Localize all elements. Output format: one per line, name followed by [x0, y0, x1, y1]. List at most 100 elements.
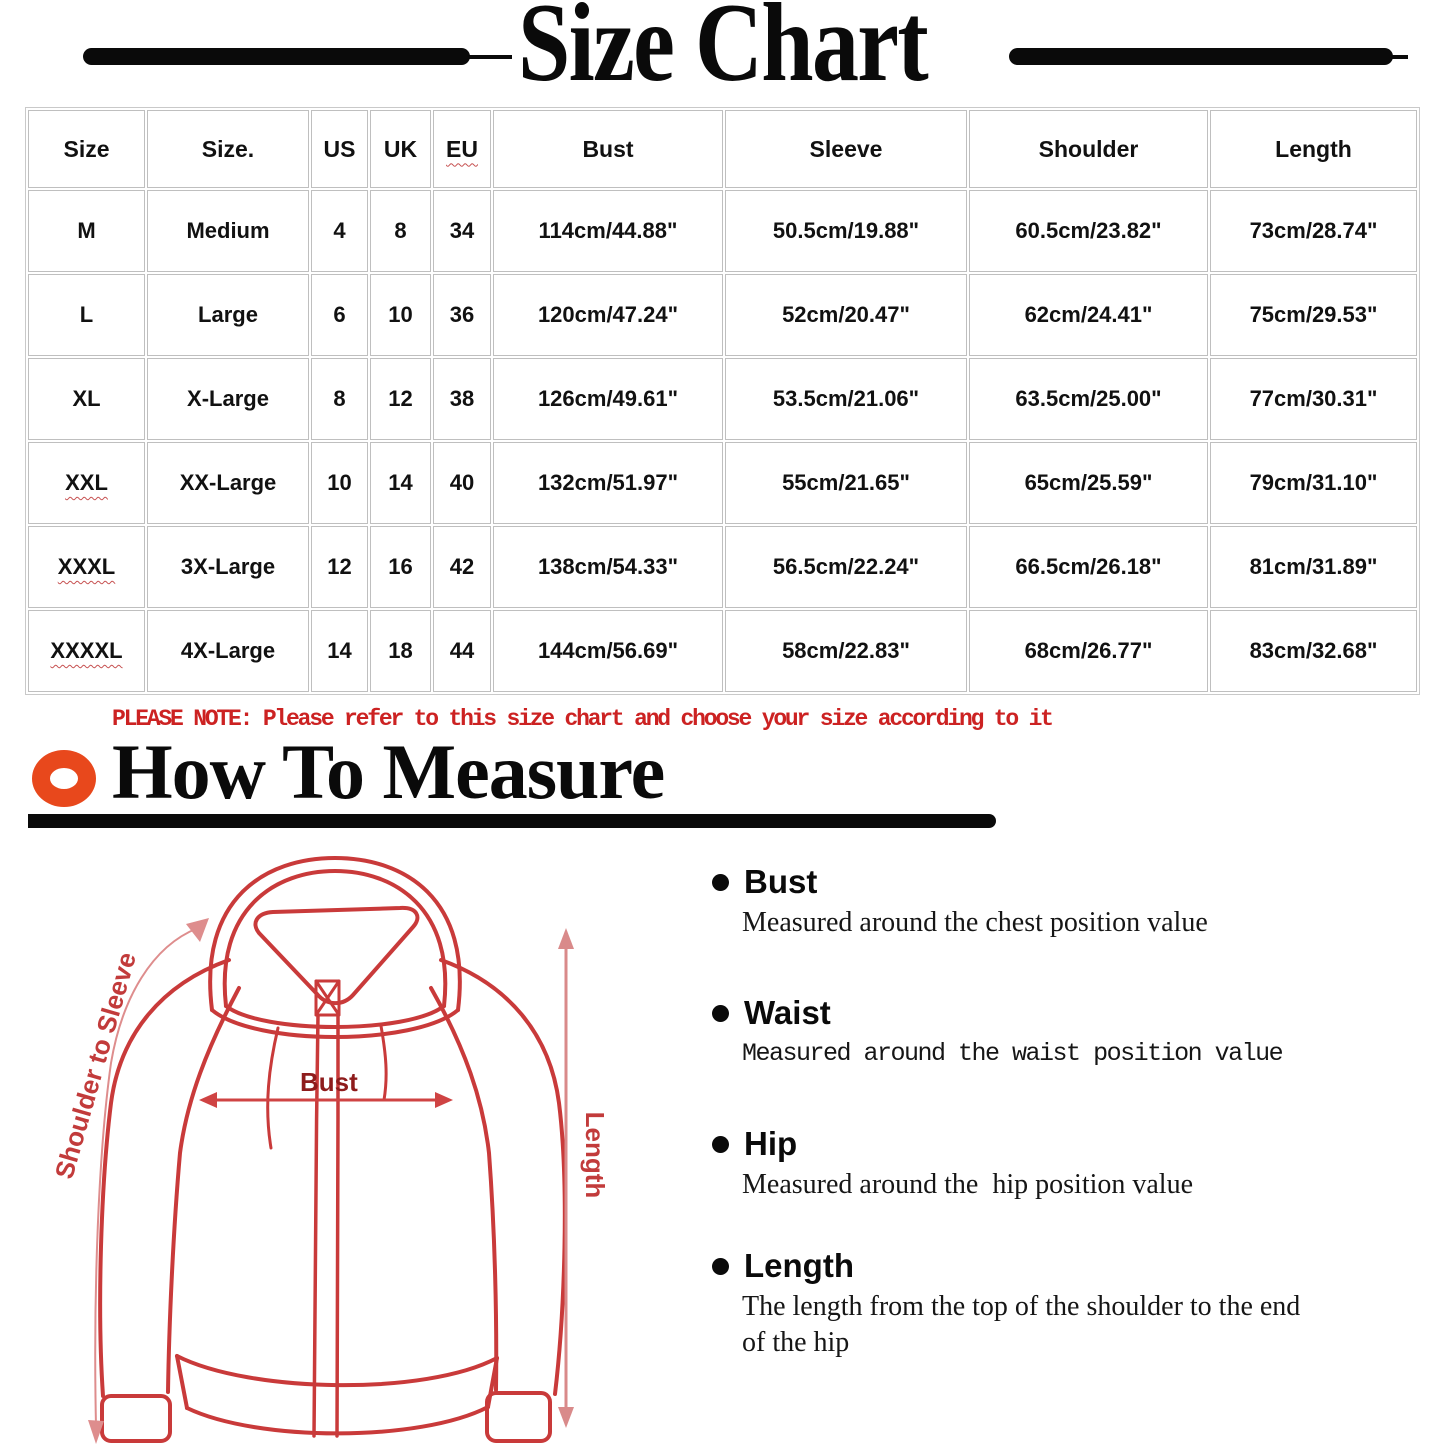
cell-bust: 144cm/56.69" — [493, 610, 723, 692]
cell-uk: 8 — [370, 190, 431, 272]
cell-bust: 138cm/54.33" — [493, 526, 723, 608]
cell-uk: 12 — [370, 358, 431, 440]
cell-size: L — [28, 274, 145, 356]
cell-shoulder: 62cm/24.41" — [969, 274, 1208, 356]
bullet-icon — [712, 1257, 729, 1275]
hoodie-measure-diagram: Bust Length Shoulder to Sleeve — [49, 856, 610, 1444]
length-label: Length — [580, 1112, 610, 1199]
bullet-icon — [712, 873, 729, 891]
measure-item-label: Length — [744, 1247, 854, 1284]
cell-sleeve: 53.5cm/21.06" — [725, 358, 967, 440]
measure-item-bust: Bust Measured around the chest position … — [712, 862, 1332, 941]
cell-shoulder: 68cm/26.77" — [969, 610, 1208, 692]
measure-item-desc: The length from the top of the shoulder … — [742, 1291, 1308, 1358]
header-sleeve: Sleeve — [725, 110, 967, 188]
cell-bust: 120cm/47.24" — [493, 274, 723, 356]
cell-shoulder: 66.5cm/26.18" — [969, 526, 1208, 608]
cell-us: 12 — [311, 526, 368, 608]
measure-item-hip: Hip Measured around the hip position val… — [712, 1124, 1332, 1203]
header-shoulder: Shoulder — [969, 110, 1208, 188]
measure-item-header: Waist — [712, 993, 1332, 1033]
cell-eu: 36 — [433, 274, 491, 356]
how-to-measure-underline-bar — [28, 814, 996, 828]
measure-item-length: Length The length from the top of the sh… — [712, 1246, 1332, 1361]
table-row: XL X-Large 8 12 38 126cm/49.61" 53.5cm/2… — [28, 358, 1417, 440]
cell-eu: 40 — [433, 442, 491, 524]
cell-size-text: XXL — [65, 470, 108, 495]
cell-bust: 132cm/51.97" — [493, 442, 723, 524]
cell-shoulder: 65cm/25.59" — [969, 442, 1208, 524]
cell-size: XXXXL — [28, 610, 145, 692]
cell-sleeve: 50.5cm/19.88" — [725, 190, 967, 272]
title-band: Size Chart — [0, 0, 1445, 110]
cell-us: 14 — [311, 610, 368, 692]
header-size: Size — [28, 110, 145, 188]
cell-uk: 18 — [370, 610, 431, 692]
header-uk: UK — [370, 110, 431, 188]
cell-sleeve: 55cm/21.65" — [725, 442, 967, 524]
header-eu-text: EU — [446, 135, 478, 162]
cell-us: 6 — [311, 274, 368, 356]
measure-item-label: Hip — [744, 1125, 798, 1162]
measure-item-desc: Measured around the hip position value — [742, 1169, 1194, 1200]
cell-sleeve: 58cm/22.83" — [725, 610, 967, 692]
cell-length: 83cm/32.68" — [1210, 610, 1417, 692]
cell-uk: 14 — [370, 442, 431, 524]
cell-eu: 44 — [433, 610, 491, 692]
title-decorative-bar-left — [83, 48, 470, 65]
cell-size: XL — [28, 358, 145, 440]
table-row: XXXXL 4X-Large 14 18 44 144cm/56.69" 58c… — [28, 610, 1417, 692]
bullet-icon — [712, 1004, 729, 1022]
bullet-icon — [712, 1135, 729, 1153]
shoulder-to-sleeve-arrow — [88, 918, 209, 1444]
table-header-row: Size Size. US UK EU Bust Sleeve Shoulder… — [28, 110, 1417, 188]
measure-item-header: Length — [712, 1246, 1332, 1286]
cell-size: XXL — [28, 442, 145, 524]
cell-us: 8 — [311, 358, 368, 440]
table-row: XXXL 3X-Large 12 16 42 138cm/54.33" 56.5… — [28, 526, 1417, 608]
title-bar-tail-right — [1386, 55, 1408, 59]
measure-item-desc: Measured around the chest position value — [742, 907, 1208, 938]
size-table: Size Size. US UK EU Bust Sleeve Shoulder… — [25, 107, 1420, 695]
title-decorative-bar-right — [1009, 48, 1393, 65]
bust-label: Bust — [300, 1067, 358, 1097]
cell-uk: 16 — [370, 526, 431, 608]
please-note-text: PLEASE NOTE: Please refer to this size c… — [112, 706, 1054, 732]
header-size-name: Size. — [147, 110, 309, 188]
measure-item-desc: Measured around the waist position value — [742, 1039, 1284, 1068]
cell-size-name: 4X-Large — [147, 610, 309, 692]
cell-eu: 38 — [433, 358, 491, 440]
header-length: Length — [1210, 110, 1417, 188]
cell-shoulder: 60.5cm/23.82" — [969, 190, 1208, 272]
table-row: XXL XX-Large 10 14 40 132cm/51.97" 55cm/… — [28, 442, 1417, 524]
how-to-measure-title: How To Measure — [112, 728, 665, 815]
cell-size-name: X-Large — [147, 358, 309, 440]
cell-us: 10 — [311, 442, 368, 524]
cell-size-name: XX-Large — [147, 442, 309, 524]
cell-sleeve: 56.5cm/22.24" — [725, 526, 967, 608]
title-bar-tail-left — [462, 55, 512, 59]
cell-sleeve: 52cm/20.47" — [725, 274, 967, 356]
measure-item-header: Bust — [712, 862, 1332, 902]
cell-size-text: XXXL — [57, 554, 116, 579]
cell-bust: 114cm/44.88" — [493, 190, 723, 272]
measure-item-label: Waist — [744, 994, 831, 1031]
table-row: L Large 6 10 36 120cm/47.24" 52cm/20.47"… — [28, 274, 1417, 356]
measure-item-waist: Waist Measured around the waist position… — [712, 993, 1332, 1072]
cell-bust: 126cm/49.61" — [493, 358, 723, 440]
cell-size: XXXL — [28, 526, 145, 608]
measure-item-label: Bust — [744, 863, 818, 900]
cell-size: M — [28, 190, 145, 272]
length-arrow — [558, 928, 574, 1428]
cell-size-name: 3X-Large — [147, 526, 309, 608]
cell-uk: 10 — [370, 274, 431, 356]
cell-eu: 34 — [433, 190, 491, 272]
cell-length: 81cm/31.89" — [1210, 526, 1417, 608]
header-us: US — [311, 110, 368, 188]
table-row: M Medium 4 8 34 114cm/44.88" 50.5cm/19.8… — [28, 190, 1417, 272]
cell-shoulder: 63.5cm/25.00" — [969, 358, 1208, 440]
cell-eu: 42 — [433, 526, 491, 608]
measure-item-header: Hip — [712, 1124, 1332, 1164]
cell-length: 77cm/30.31" — [1210, 358, 1417, 440]
